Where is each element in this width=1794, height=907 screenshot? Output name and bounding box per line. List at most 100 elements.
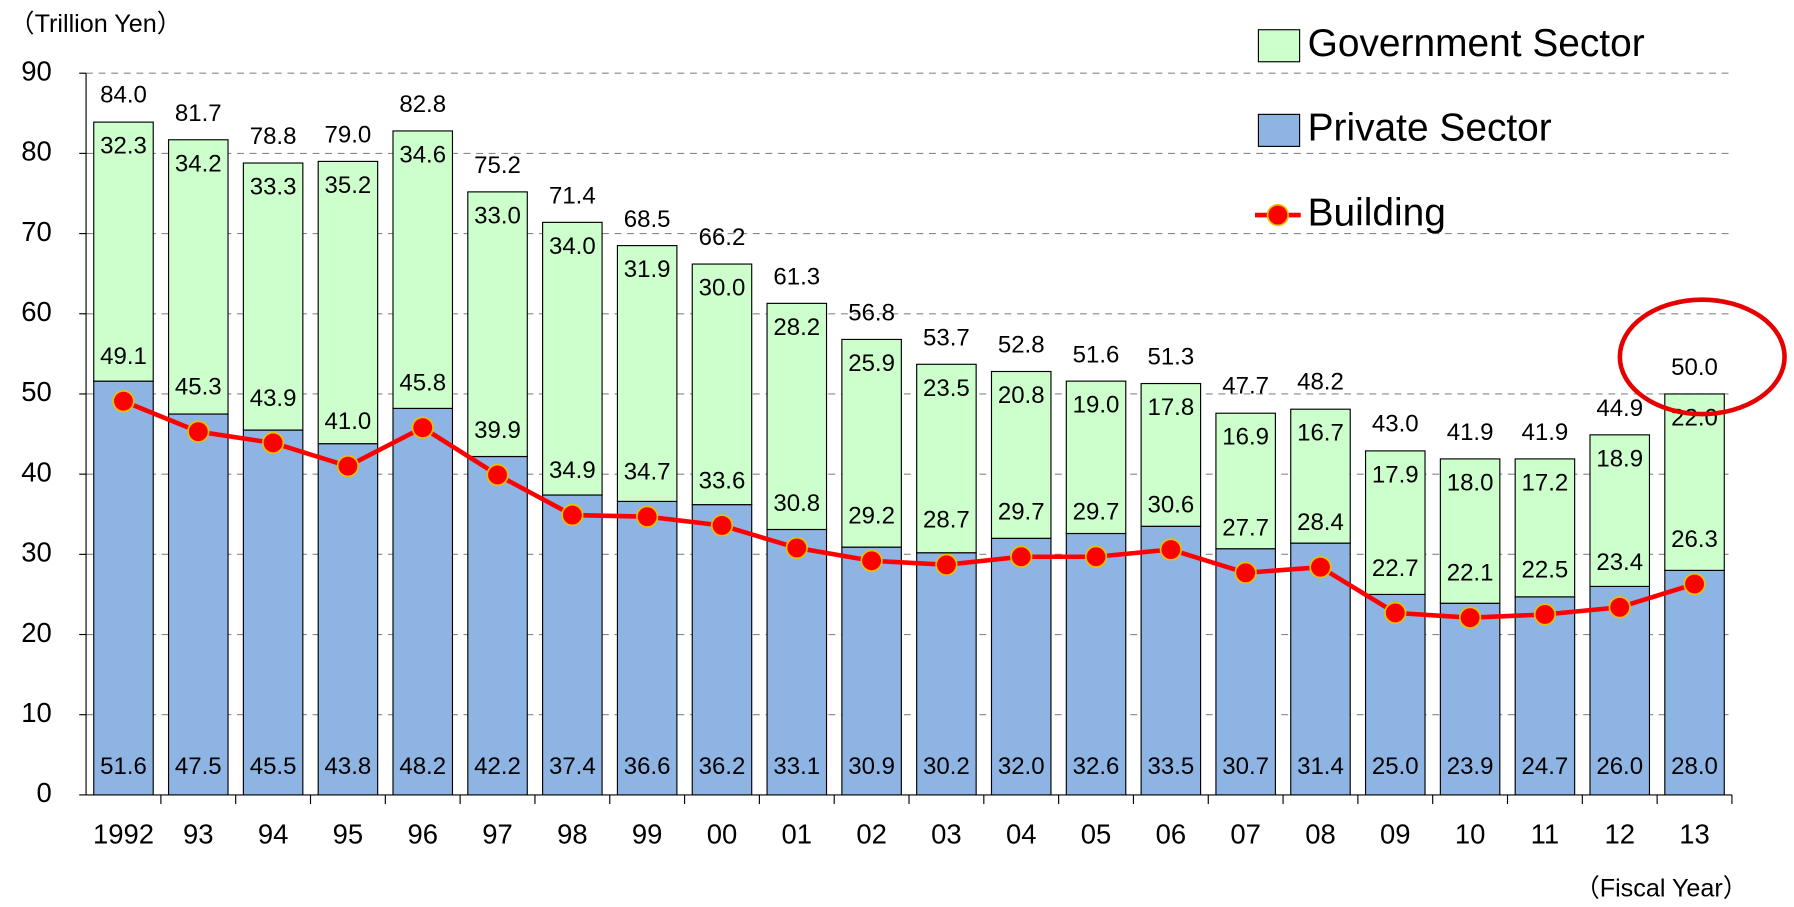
data-label: 24.7 <box>1522 753 1569 780</box>
data-label: 45.5 <box>250 753 297 780</box>
line-marker <box>860 549 883 572</box>
line-marker <box>411 416 434 439</box>
data-label: 28.4 <box>1297 509 1344 536</box>
legend-label: Government Sector <box>1308 22 1645 65</box>
total-label: 41.9 <box>1447 419 1494 446</box>
x-tick-label: 03 <box>931 818 962 849</box>
line-marker <box>1234 561 1257 584</box>
x-tick-label: 09 <box>1380 818 1411 849</box>
x-tick-label: 04 <box>1006 818 1037 849</box>
total-label: 79.0 <box>325 122 372 149</box>
y-tick-label: 70 <box>21 216 52 247</box>
bar-segment <box>691 263 753 506</box>
bar-segment <box>1589 585 1651 796</box>
x-tick-label: 01 <box>782 818 813 849</box>
data-label: 31.9 <box>624 256 671 283</box>
bar-segment <box>1140 525 1202 796</box>
line-marker <box>336 454 360 478</box>
x-tick-label: 10 <box>1455 818 1486 849</box>
bar-segment <box>1364 593 1426 796</box>
data-label: 43.8 <box>325 753 372 780</box>
line-marker <box>935 553 958 576</box>
data-label: 29.7 <box>998 499 1045 526</box>
total-label: 81.7 <box>175 100 222 127</box>
data-label: 30.7 <box>1222 753 1269 780</box>
total-label: 43.0 <box>1372 410 1419 437</box>
data-label: 34.2 <box>175 150 222 177</box>
line-marker <box>261 431 285 455</box>
line-marker <box>1683 572 1706 596</box>
y-tick-label: 40 <box>21 456 52 487</box>
line-marker <box>1458 606 1482 629</box>
data-label: 19.0 <box>1073 392 1120 419</box>
bar-segment <box>392 407 454 796</box>
total-label: 52.8 <box>998 332 1045 359</box>
data-label: 34.7 <box>624 459 671 486</box>
total-label: 66.2 <box>699 224 746 251</box>
bar-segment <box>1140 382 1202 527</box>
data-label: 45.8 <box>399 370 446 397</box>
data-label: 23.5 <box>923 375 970 402</box>
x-tick-label: 05 <box>1081 818 1112 849</box>
bar-segment <box>841 338 902 548</box>
data-label: 28.7 <box>923 507 970 534</box>
bar-segment <box>1065 380 1127 535</box>
line-marker <box>1159 538 1183 561</box>
y-tick-label: 60 <box>21 296 52 327</box>
y-tick-label: 90 <box>21 55 52 86</box>
data-label: 51.6 <box>100 753 147 780</box>
data-label: 23.9 <box>1447 753 1494 780</box>
data-label: 36.6 <box>624 753 671 780</box>
x-tick-label: 12 <box>1604 818 1635 849</box>
x-tick-label: 13 <box>1679 818 1710 849</box>
data-label: 41.0 <box>325 408 372 435</box>
data-label: 32.0 <box>998 753 1045 780</box>
legend-swatch <box>1257 113 1301 147</box>
total-label: 84.0 <box>100 81 147 108</box>
line-marker <box>1010 545 1033 568</box>
total-label: 53.7 <box>923 324 970 351</box>
bar-segment <box>916 363 977 554</box>
line-marker <box>486 463 509 487</box>
data-label: 22.7 <box>1372 555 1419 582</box>
bar-segment <box>990 370 1052 539</box>
data-label: 34.0 <box>549 233 596 260</box>
y-tick-label: 30 <box>21 537 52 568</box>
bar-segment <box>766 528 828 796</box>
total-label: 51.3 <box>1147 344 1194 371</box>
bar-segment <box>691 504 753 796</box>
bar-segment <box>167 413 229 796</box>
data-label: 33.1 <box>773 753 820 780</box>
data-label: 33.0 <box>474 202 521 229</box>
bar-segment <box>467 455 528 796</box>
x-tick-label: 07 <box>1230 818 1261 849</box>
data-label: 30.9 <box>848 753 895 780</box>
line-marker <box>636 505 659 528</box>
total-label: 56.8 <box>848 300 895 327</box>
data-label: 45.3 <box>175 374 222 401</box>
data-label: 17.9 <box>1372 461 1419 488</box>
line-marker <box>785 536 808 560</box>
data-label: 28.0 <box>1671 753 1718 780</box>
data-label: 22.5 <box>1522 556 1569 583</box>
data-label: 16.7 <box>1297 420 1344 447</box>
bar-segment <box>392 130 454 409</box>
bar-segment <box>1290 542 1351 796</box>
data-label: 43.9 <box>250 385 297 412</box>
total-label: 47.7 <box>1222 373 1269 400</box>
data-label: 34.9 <box>549 457 596 484</box>
bar-segment <box>542 494 603 796</box>
legend-marker <box>1266 203 1290 227</box>
x-tick-label: 99 <box>632 818 663 849</box>
bar-segment <box>616 245 678 502</box>
bar-segment <box>93 380 154 796</box>
data-label: 39.9 <box>474 417 521 444</box>
legend-label: Private Sector <box>1308 107 1552 150</box>
total-label: 71.4 <box>549 183 596 210</box>
y-tick-label: 0 <box>36 777 51 808</box>
x-tick-label: 97 <box>482 818 513 849</box>
bar-segment <box>1215 412 1276 550</box>
x-tick-label: 94 <box>258 818 289 849</box>
